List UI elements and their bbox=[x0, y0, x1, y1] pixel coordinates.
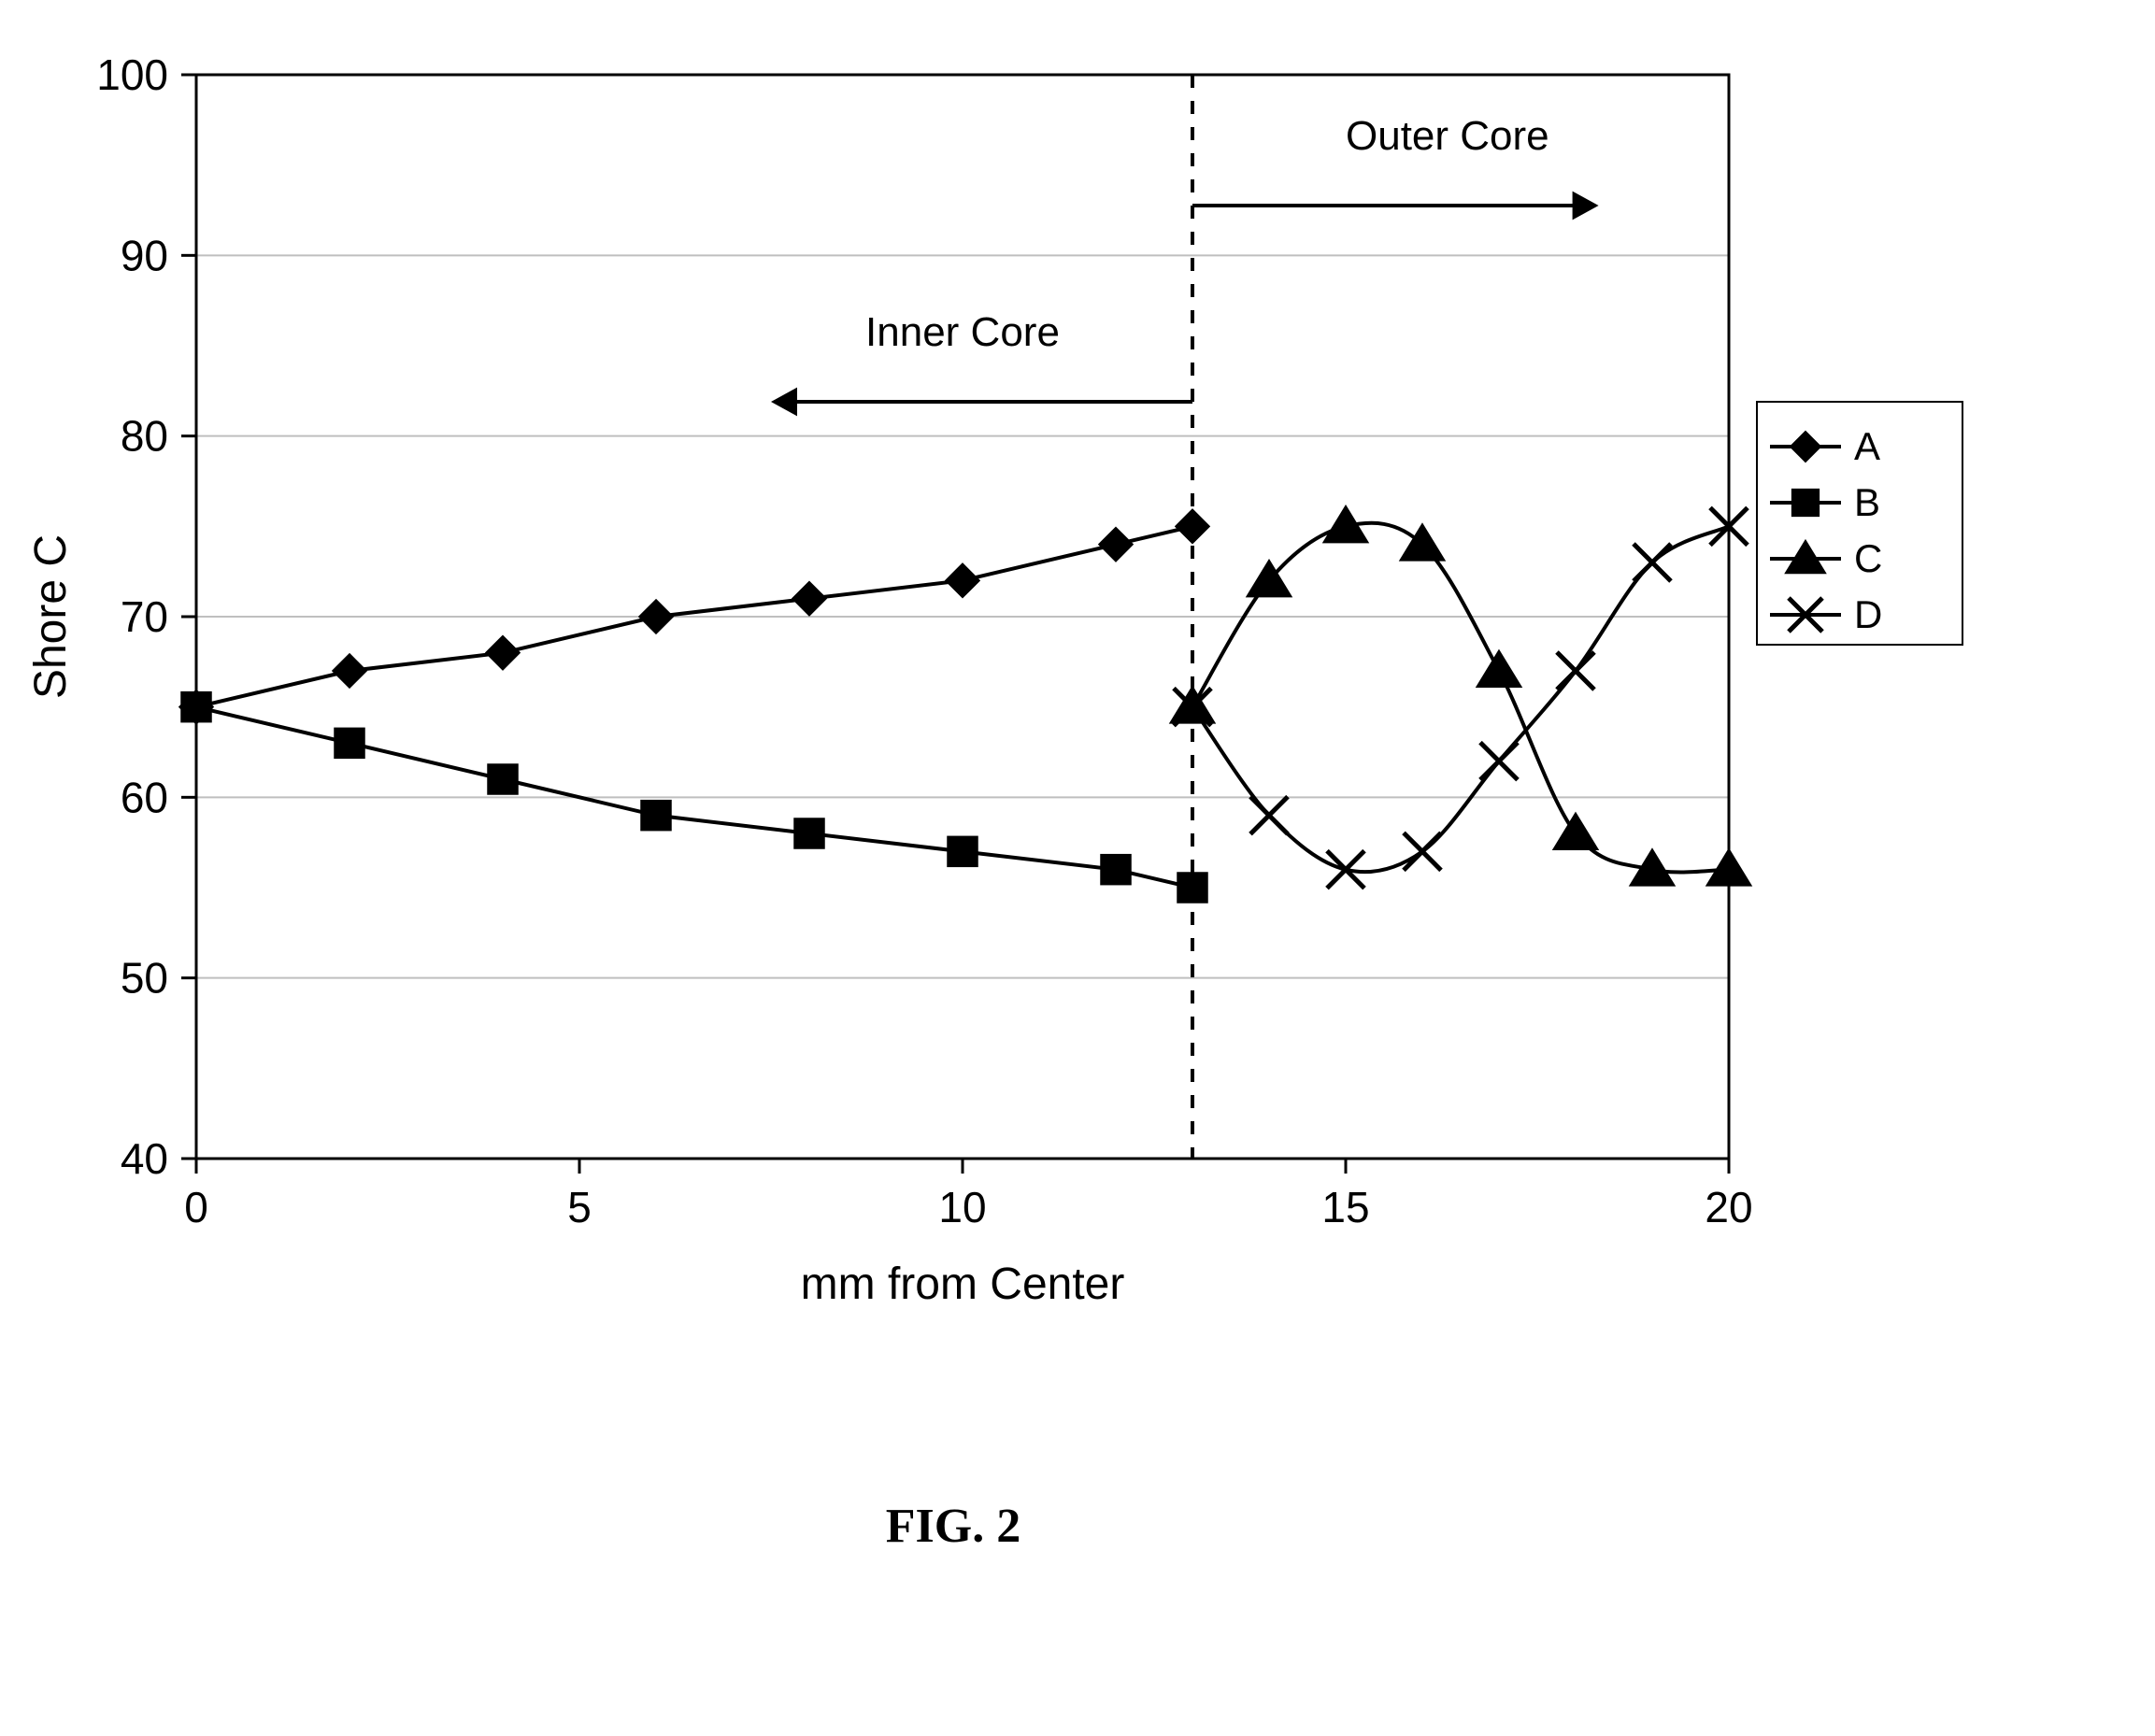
legend-label: C bbox=[1854, 536, 1882, 580]
y-tick-label: 100 bbox=[96, 50, 168, 99]
x-tick-label: 5 bbox=[567, 1183, 592, 1231]
x-tick-label: 15 bbox=[1321, 1183, 1369, 1231]
y-axis-label: Shore C bbox=[26, 534, 76, 699]
y-tick-label: 60 bbox=[121, 773, 168, 821]
figure-caption: FIG. 2 bbox=[886, 1500, 1020, 1553]
x-axis-label: mm from Center bbox=[801, 1259, 1125, 1309]
legend-label: A bbox=[1854, 424, 1880, 468]
x-tick-label: 20 bbox=[1705, 1183, 1752, 1231]
shore-c-chart: 0 5 10 15 20 40 50 60 70 80 90 100 mm from Center Sho… bbox=[0, 0, 2155, 1736]
x-tick-label: 10 bbox=[938, 1183, 986, 1231]
page: 0 5 10 15 20 40 50 60 70 80 90 100 mm from Center Sho… bbox=[0, 0, 2155, 1736]
y-tick-label: 90 bbox=[121, 231, 168, 279]
y-tick-label: 80 bbox=[121, 412, 168, 461]
legend: ABCD bbox=[1757, 402, 1962, 645]
legend-label: D bbox=[1854, 592, 1882, 636]
y-tick-label: 50 bbox=[121, 954, 168, 1003]
svg-text:Outer Core: Outer Core bbox=[1346, 113, 1549, 159]
y-tick-label: 70 bbox=[121, 592, 168, 641]
y-tick-label: 40 bbox=[121, 1134, 168, 1183]
svg-text:Inner Core: Inner Core bbox=[865, 309, 1060, 355]
legend-label: B bbox=[1854, 480, 1880, 524]
x-tick-label: 0 bbox=[184, 1183, 208, 1231]
